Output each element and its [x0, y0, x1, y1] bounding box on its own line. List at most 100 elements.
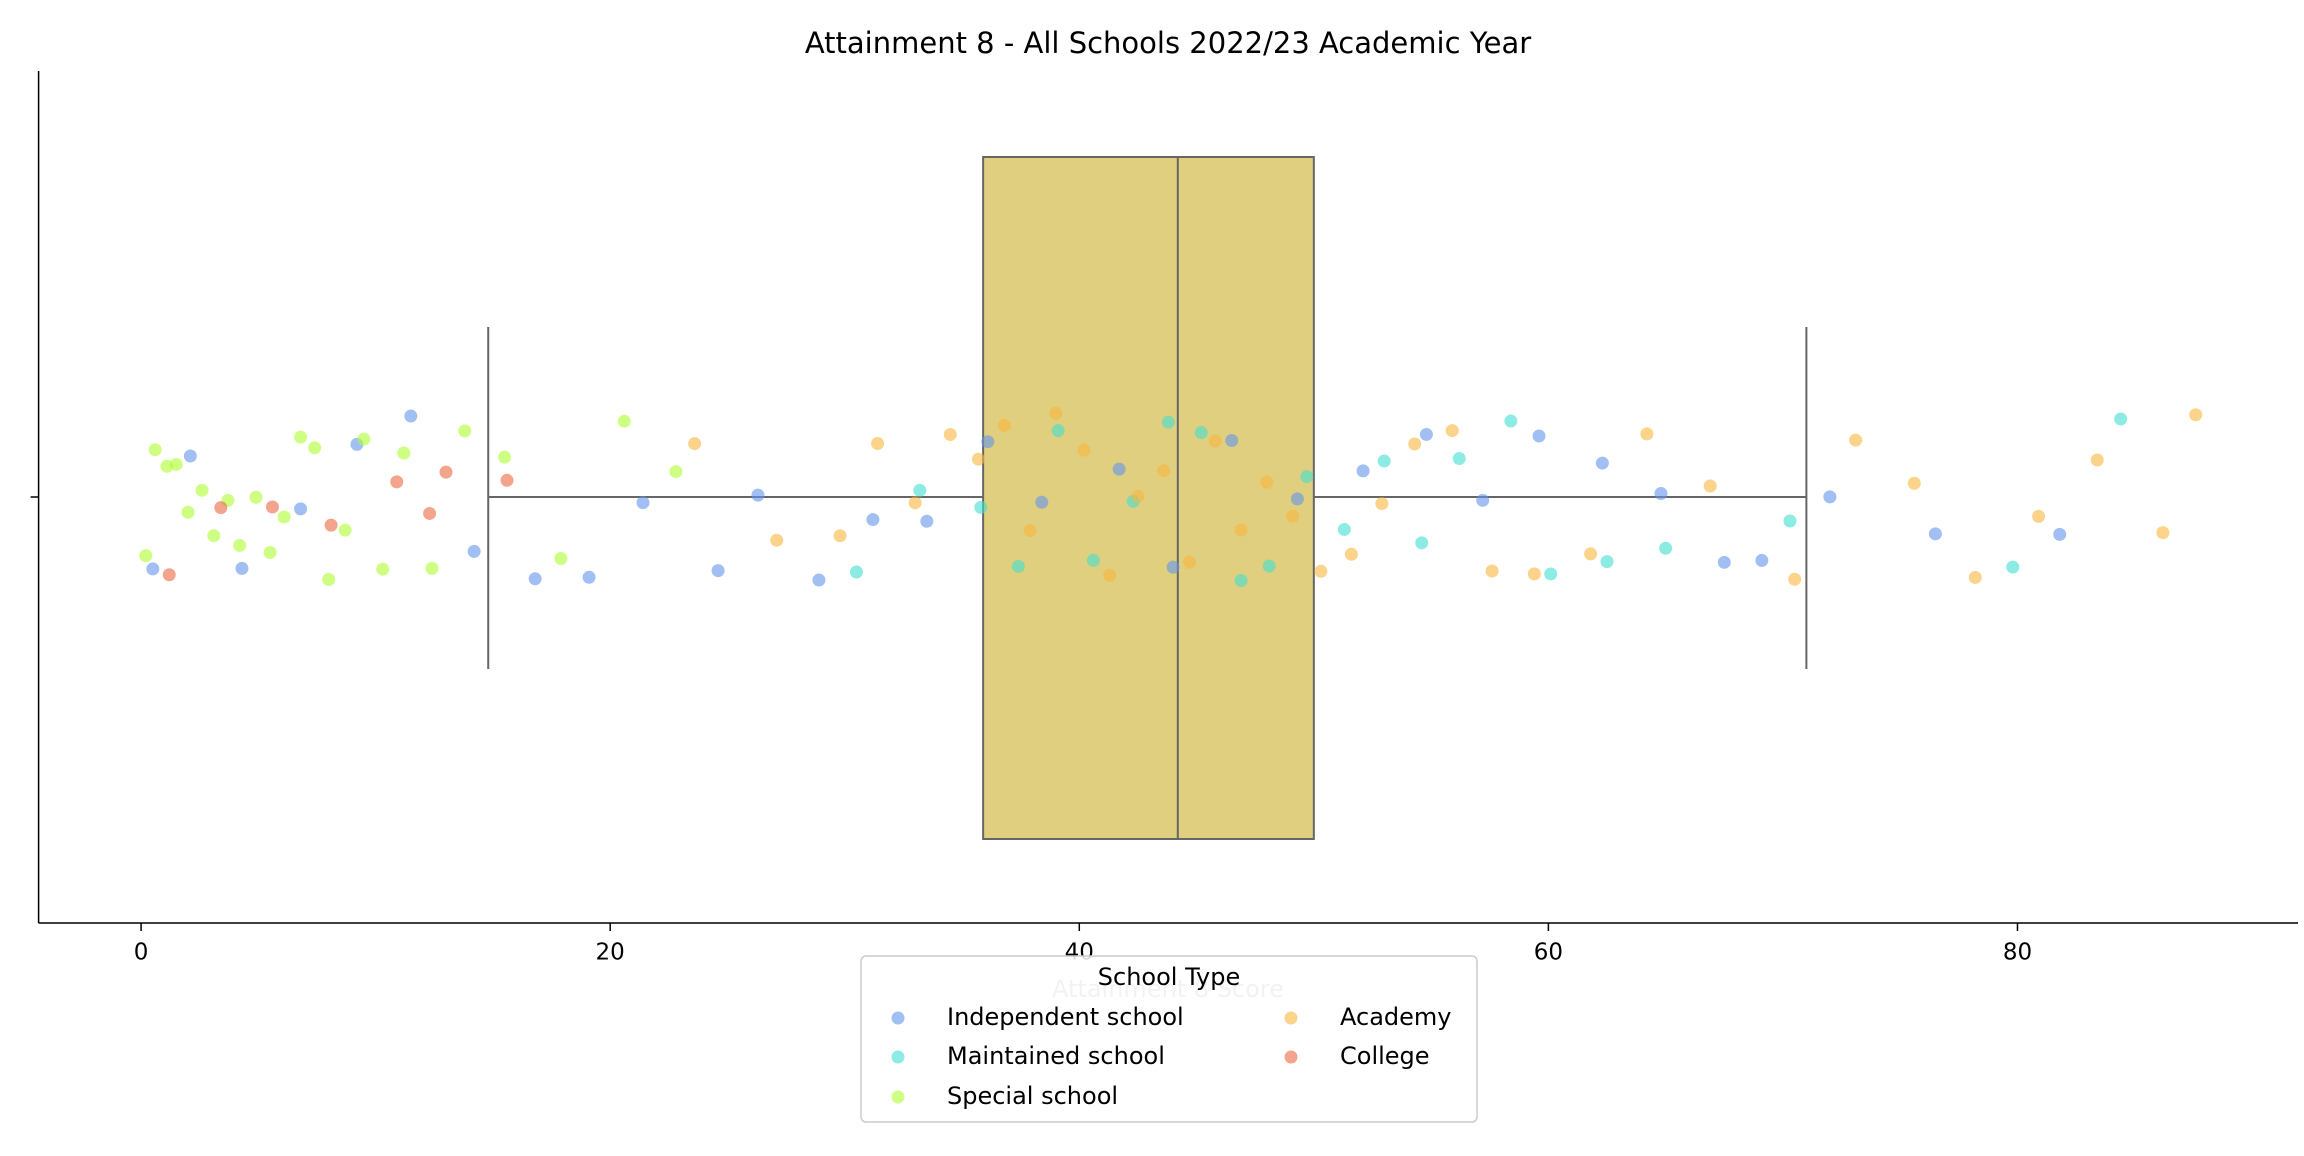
strip-point [554, 552, 568, 566]
strip-point [981, 435, 995, 449]
strip-point [1532, 429, 1546, 443]
strip-point [425, 561, 439, 575]
strip-point [849, 565, 863, 579]
strip-point [404, 409, 418, 423]
strip-point [833, 529, 847, 543]
x-tick-label: 60 [1534, 940, 1563, 966]
strip-point [1783, 514, 1797, 528]
strip-point [2156, 526, 2170, 540]
strip-point [1640, 427, 1654, 441]
strip-point [1023, 524, 1037, 538]
strip-point [265, 500, 279, 514]
strip-point [2053, 527, 2067, 541]
strip-point [2114, 412, 2128, 426]
legend-title: School Type [1098, 963, 1240, 991]
strip-point [357, 432, 371, 446]
strip-point [263, 546, 277, 560]
legend: School Type Independent school Maintained … [860, 955, 1478, 1123]
strip-point [195, 483, 209, 497]
strip-point [1584, 547, 1598, 561]
legend-label: Independent school [947, 1003, 1184, 1031]
legend-marker [1284, 1050, 1298, 1064]
strip-point [971, 452, 985, 466]
strip-point [1717, 555, 1731, 569]
strip-point [1103, 568, 1117, 582]
strip-point [214, 501, 228, 515]
legend-marker [1284, 1011, 1298, 1025]
strip-point [1356, 464, 1370, 478]
strip-point [1823, 490, 1837, 504]
strip-point [1051, 424, 1065, 438]
strip-point [277, 510, 291, 524]
strip-point [1183, 555, 1197, 569]
strip-point [1166, 560, 1180, 574]
strip-point [1485, 564, 1499, 578]
strip-point [2090, 453, 2104, 467]
strip-point [974, 500, 988, 514]
strip-point [1849, 433, 1863, 447]
strip-point [1659, 541, 1673, 555]
strip-point [294, 430, 308, 444]
strip-point [688, 437, 702, 451]
strip-point [1086, 553, 1100, 567]
strip-point [1225, 434, 1239, 448]
x-tick-label: 80 [2003, 940, 2032, 966]
strip-point [1314, 564, 1328, 578]
strip-point [866, 513, 880, 527]
strip-point [2032, 509, 2046, 523]
box [982, 156, 1315, 840]
strip-point [1527, 567, 1541, 581]
strip-point [324, 518, 338, 532]
strip-point [943, 427, 957, 441]
legend-marker [891, 1090, 905, 1104]
strip-point [467, 544, 481, 558]
strip-point [139, 549, 153, 563]
strip-point [458, 424, 472, 438]
x-tick-label: 20 [596, 940, 625, 966]
strip-point [1408, 437, 1422, 451]
strip-point [498, 450, 512, 464]
strip-point [1161, 415, 1175, 429]
strip-point [751, 488, 765, 502]
strip-point [997, 419, 1011, 433]
strip-point [1907, 476, 1921, 490]
strip-point [181, 505, 195, 519]
strip-point [500, 473, 514, 487]
strip-point [1157, 464, 1171, 478]
strip-point [1419, 427, 1433, 441]
strip-point [1131, 489, 1145, 503]
strip-point [1415, 536, 1429, 550]
legend-marker [891, 1050, 905, 1064]
strip-point [1654, 487, 1668, 501]
plot-area: 0 20 40 60 80 [30, 71, 2298, 966]
strip-point [711, 564, 725, 578]
strip-point [1112, 462, 1126, 476]
strip-point [1600, 555, 1614, 569]
strip-point [1194, 426, 1208, 440]
x-tick-label: 0 [134, 940, 149, 966]
strip-point [1445, 424, 1459, 438]
strip-point [1234, 523, 1248, 537]
strip-point [1077, 443, 1091, 457]
strip-point [169, 457, 183, 471]
strip-point [233, 538, 247, 552]
strip-point [338, 523, 352, 537]
strip-point [1595, 456, 1609, 470]
strip-point [1928, 527, 1942, 541]
strip-point [1290, 492, 1304, 506]
strip-point [1344, 547, 1358, 561]
strip-point [1788, 572, 1802, 586]
strip-point [390, 475, 404, 489]
strip-point [2006, 560, 2020, 574]
strip-point [322, 572, 336, 586]
strip-point [397, 446, 411, 460]
strip-point [1968, 570, 1982, 584]
strip-point [1049, 406, 1063, 420]
strip-point [920, 514, 934, 528]
chart-title: Attainment 8 - All Schools 2022/23 Acade… [805, 26, 1531, 60]
strip-point [908, 496, 922, 510]
strip-point [1504, 414, 1518, 428]
strip-point [1377, 454, 1391, 468]
legend-label: College [1340, 1042, 1430, 1070]
